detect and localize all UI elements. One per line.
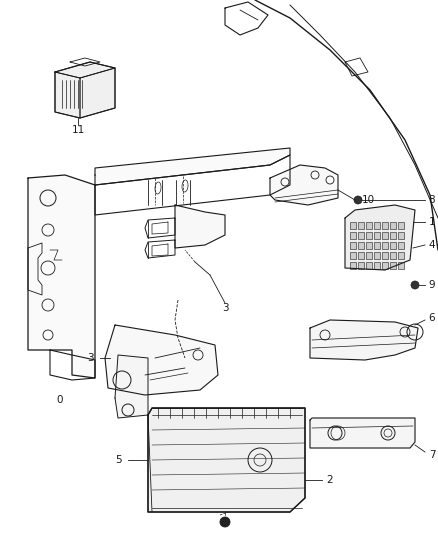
Polygon shape bbox=[115, 355, 148, 418]
Text: 0: 0 bbox=[57, 395, 63, 405]
Circle shape bbox=[220, 517, 230, 527]
Bar bbox=[374, 232, 380, 239]
Polygon shape bbox=[95, 148, 290, 185]
Bar bbox=[398, 252, 404, 259]
Bar bbox=[382, 232, 388, 239]
Polygon shape bbox=[55, 62, 115, 118]
Bar bbox=[358, 262, 364, 269]
Text: 9: 9 bbox=[429, 280, 435, 290]
Bar bbox=[382, 252, 388, 259]
Bar bbox=[358, 252, 364, 259]
Bar bbox=[358, 222, 364, 229]
Text: 1: 1 bbox=[429, 217, 435, 227]
Bar bbox=[398, 232, 404, 239]
Text: 10: 10 bbox=[361, 195, 374, 205]
Bar bbox=[350, 252, 356, 259]
Bar bbox=[382, 222, 388, 229]
Polygon shape bbox=[175, 205, 225, 248]
Text: 2: 2 bbox=[327, 475, 333, 485]
Bar bbox=[350, 242, 356, 249]
Text: 4: 4 bbox=[429, 240, 435, 250]
Bar bbox=[366, 222, 372, 229]
Polygon shape bbox=[28, 175, 95, 378]
Bar bbox=[366, 262, 372, 269]
Text: 11: 11 bbox=[71, 125, 85, 135]
Polygon shape bbox=[105, 325, 218, 395]
Bar bbox=[350, 232, 356, 239]
Bar bbox=[390, 252, 396, 259]
Polygon shape bbox=[345, 205, 415, 270]
Bar bbox=[374, 242, 380, 249]
Bar bbox=[374, 222, 380, 229]
Bar bbox=[366, 232, 372, 239]
Bar bbox=[390, 242, 396, 249]
Text: 3: 3 bbox=[222, 303, 228, 313]
Text: 6: 6 bbox=[429, 313, 435, 323]
Bar bbox=[398, 262, 404, 269]
Bar bbox=[366, 252, 372, 259]
Bar bbox=[358, 242, 364, 249]
Text: 5: 5 bbox=[115, 455, 121, 465]
Bar bbox=[390, 222, 396, 229]
Text: 8: 8 bbox=[429, 195, 435, 205]
Bar bbox=[366, 242, 372, 249]
Bar bbox=[382, 262, 388, 269]
Polygon shape bbox=[148, 408, 305, 512]
Circle shape bbox=[411, 281, 419, 289]
Bar bbox=[390, 232, 396, 239]
Text: 3: 3 bbox=[87, 353, 93, 363]
Polygon shape bbox=[310, 320, 418, 360]
Bar bbox=[382, 242, 388, 249]
Polygon shape bbox=[310, 418, 415, 448]
Bar bbox=[350, 222, 356, 229]
Bar bbox=[398, 222, 404, 229]
Text: 7: 7 bbox=[429, 450, 435, 460]
Polygon shape bbox=[270, 165, 338, 205]
Bar bbox=[374, 252, 380, 259]
Bar bbox=[358, 232, 364, 239]
Bar bbox=[350, 262, 356, 269]
Bar bbox=[398, 242, 404, 249]
Bar bbox=[390, 262, 396, 269]
Circle shape bbox=[354, 196, 362, 204]
Bar bbox=[374, 262, 380, 269]
